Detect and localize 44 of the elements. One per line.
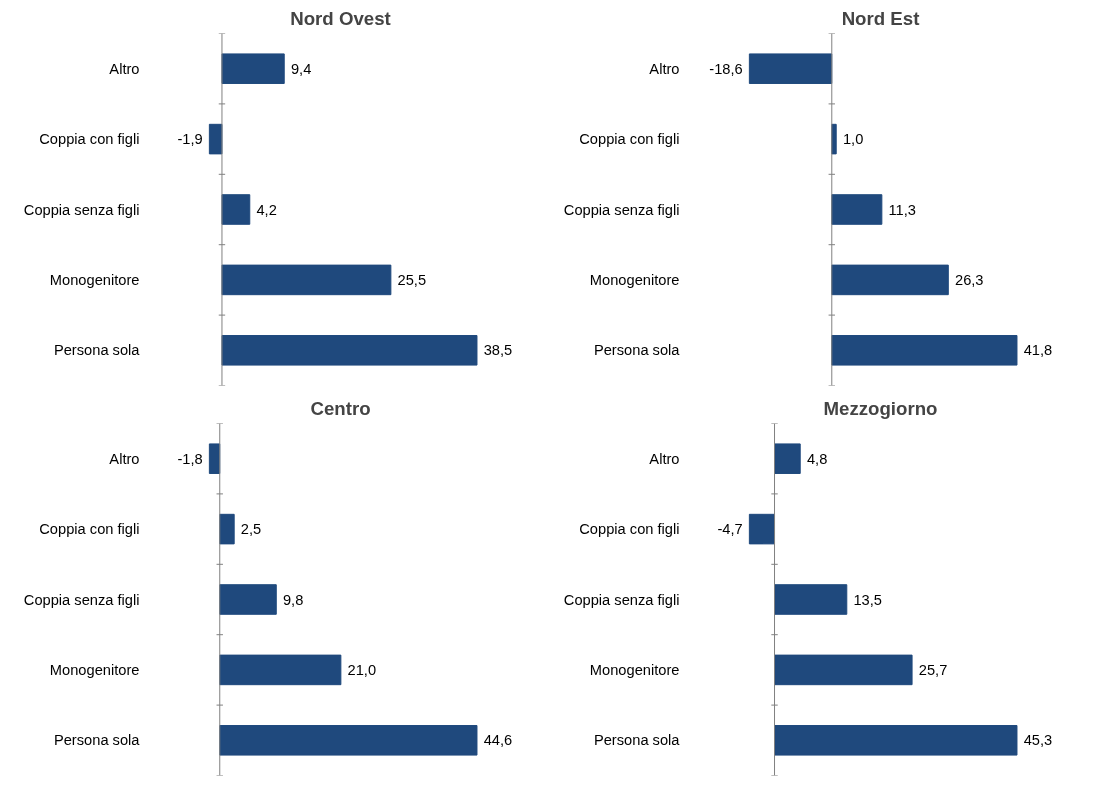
data-label: 38,5 bbox=[483, 342, 513, 359]
data-label: 25,5 bbox=[397, 271, 427, 288]
y-tick-label: Persona sola bbox=[53, 732, 141, 749]
y-tick-label: Coppia con figli bbox=[39, 131, 140, 148]
y-tick-label: Coppia senza figli bbox=[23, 201, 140, 218]
data-label: 11,3 bbox=[888, 201, 916, 218]
y-tick-label: Altro bbox=[109, 450, 140, 467]
y-tick-label: Coppia con figli bbox=[39, 521, 140, 538]
y-tick-label: Coppia senza figli bbox=[23, 591, 140, 608]
data-label: 4,2 bbox=[256, 201, 277, 218]
data-label: -4,7 bbox=[717, 521, 743, 538]
data-label: 13,5 bbox=[853, 591, 882, 608]
y-tick-label: Coppia senza figli bbox=[563, 201, 680, 218]
y-tick-label: Altro bbox=[109, 60, 140, 77]
data-label: -18,6 bbox=[709, 60, 743, 77]
data-label: 4,8 bbox=[806, 450, 828, 467]
y-tick-label: Altro bbox=[649, 450, 680, 467]
y-tick-label: Persona sola bbox=[593, 732, 681, 749]
data-label: 25,7 bbox=[918, 661, 948, 678]
data-label: 2,5 bbox=[240, 521, 262, 538]
y-tick-label: Altro bbox=[649, 60, 680, 77]
chart-title: Nord Ovest bbox=[290, 7, 391, 29]
data-label: 26,3 bbox=[955, 271, 984, 288]
data-label: -1,8 bbox=[177, 450, 203, 467]
y-tick-label: Coppia con figli bbox=[579, 131, 680, 148]
data-label: 1,0 bbox=[842, 131, 864, 148]
y-tick-label: Monogenitore bbox=[49, 661, 140, 678]
y-tick-label: Coppia con figli bbox=[579, 521, 680, 538]
data-label: -1,9 bbox=[177, 131, 203, 148]
y-tick-label: Persona sola bbox=[53, 342, 141, 359]
data-label: 45,3 bbox=[1023, 732, 1053, 749]
data-label: 9,8 bbox=[282, 591, 304, 608]
data-label: 44,6 bbox=[483, 732, 513, 749]
data-label: 41,8 bbox=[1023, 342, 1053, 359]
chart-title: Nord Est bbox=[841, 7, 920, 29]
data-label: 9,4 bbox=[290, 60, 312, 77]
chart-title: Mezzogiorno bbox=[823, 397, 938, 419]
data-label: 21,0 bbox=[347, 661, 377, 678]
y-tick-label: Coppia senza figli bbox=[563, 591, 680, 608]
y-tick-label: Monogenitore bbox=[589, 271, 680, 288]
y-tick-label: Persona sola bbox=[593, 342, 681, 359]
y-tick-label: Monogenitore bbox=[589, 661, 680, 678]
y-tick-label: Monogenitore bbox=[49, 271, 140, 288]
chart-title: Centro bbox=[310, 397, 371, 419]
